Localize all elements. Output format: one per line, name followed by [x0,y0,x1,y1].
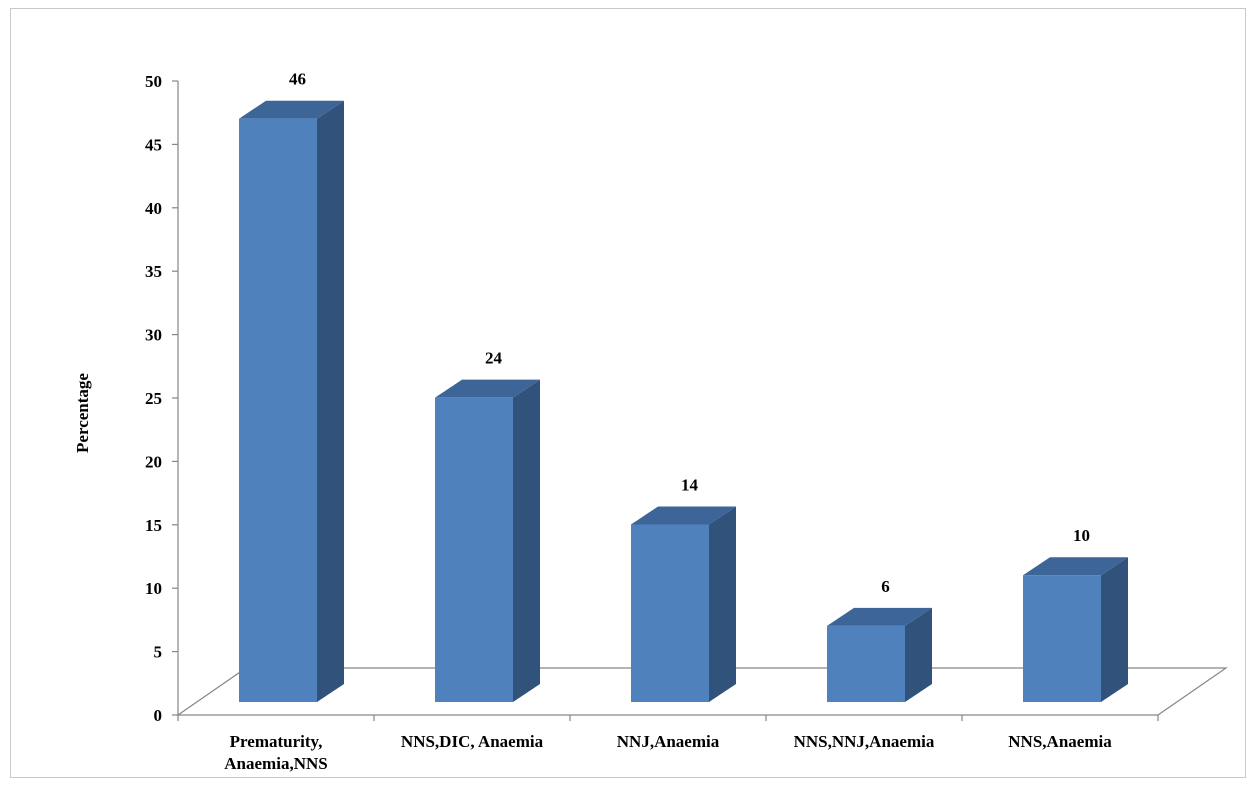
bar-top [239,100,344,119]
y-tick-label: 35 [145,262,162,281]
bar-front [435,397,513,702]
y-tick-label: 20 [145,452,162,471]
y-tick-label: 40 [145,199,162,218]
bars [239,100,1128,703]
bar-side [1101,557,1128,702]
x-category-label: NNS,Anaemia [1008,732,1112,751]
x-category-label-line: NNS,Anaemia [1008,732,1112,751]
x-category-label: NNS,NNJ,Anaemia [794,732,935,751]
bar [435,379,540,702]
data-label: 24 [485,349,503,368]
x-category-label-line: NNS,DIC, Anaemia [401,732,544,751]
bar-front [1023,575,1101,702]
bar-side [905,607,932,702]
bar-front [827,625,905,702]
bar [1023,557,1128,702]
x-category-label: NNS,DIC, Anaemia [401,732,544,751]
y-tick-label: 0 [154,706,163,725]
bar-top [631,506,736,525]
y-tick-label: 25 [145,389,162,408]
y-tick-label: 45 [145,135,162,154]
x-category-label-line: NNJ,Anaemia [617,732,720,751]
floor-plane [176,667,1228,716]
bar [239,100,344,703]
bar [631,506,736,702]
y-tick-label: 15 [145,516,162,535]
chart-floor [176,667,1228,716]
x-category-label-line: Anaemia,NNS [224,754,327,773]
bar-side [513,379,540,702]
y-tick-label: 10 [145,579,162,598]
data-label: 46 [289,70,306,89]
bar-top [1023,557,1128,576]
bar-front [239,118,317,703]
bar-front [631,524,709,702]
x-category-label: NNJ,Anaemia [617,732,720,751]
data-label: 10 [1073,526,1090,545]
bar-top [827,607,932,626]
data-label: 14 [681,475,699,494]
y-tick-label: 30 [145,326,162,345]
category-labels: Prematurity, Anaemia,NNS NNS,DIC, Anaemia N… [224,732,1112,773]
y-tick-label: 50 [145,72,162,91]
y-axis-title: Percentage [73,373,92,453]
data-labels: 46 24 14 6 10 [289,70,1090,596]
bar [827,607,932,702]
y-tick-label: 5 [154,643,163,662]
bar-side [709,506,736,702]
bar-top [435,379,540,398]
bar-side [317,100,344,703]
data-label: 6 [881,577,890,596]
x-category-label-line: NNS,NNJ,Anaemia [794,732,935,751]
x-category-label: Prematurity, Anaemia,NNS [224,732,327,773]
y-axis: 0 5 10 15 20 25 30 35 40 45 50 [145,72,1159,725]
x-category-label-line: Prematurity, [230,732,323,751]
